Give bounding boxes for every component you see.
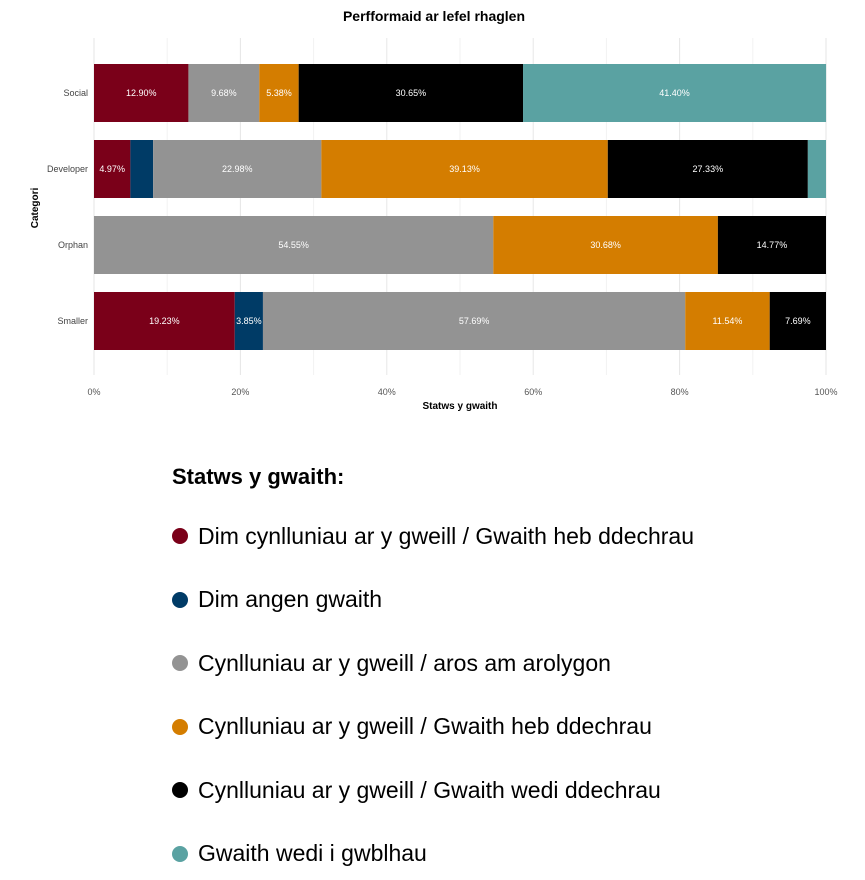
bar-segment [717, 216, 826, 274]
legend-swatch [172, 782, 188, 798]
value-axis: 0% 20% 40% 60% 80% 100% [87, 387, 837, 397]
legend-items: Dim cynlluniau ar y gweill / Gwaith heb … [172, 518, 694, 872]
bar-value-label: 4.97% [99, 164, 125, 174]
bar-value-label: 12.90% [126, 88, 157, 98]
bar-segment [94, 216, 494, 274]
legend-item: Dim angen gwaith [172, 582, 694, 618]
legend: Statws y gwaith: Dim cynlluniau ar y gwe… [172, 462, 694, 872]
bar-value-label: 39.13% [449, 164, 480, 174]
legend-item: Gwaith wedi i gwblhau [172, 836, 694, 872]
legend-label: Dim angen gwaith [198, 586, 383, 612]
bar-segment [685, 292, 770, 350]
legend-title: Statws y gwaith: [172, 464, 345, 489]
bar-segment [298, 64, 524, 122]
x-tick-label: 40% [378, 387, 396, 397]
bar-segment [153, 140, 322, 198]
bar-value-label: 5.38% [266, 88, 292, 98]
legend-swatch [172, 845, 188, 862]
category-label: Orphan [58, 240, 88, 250]
legend-item: Cynlluniau ar y gweill / Gwaith wedi dde… [172, 772, 694, 808]
bar-segment [234, 292, 263, 350]
bar-value-label: 11.54% [713, 316, 743, 326]
bar-value-label: 14.77% [757, 240, 788, 250]
bar-segment [523, 64, 827, 122]
bar-value-label: 22.98% [222, 164, 253, 174]
bar-segment [94, 292, 235, 350]
bar-segment [94, 64, 189, 122]
bar-value-label: 30.65% [396, 88, 427, 98]
bar-value-label: 57.69% [459, 316, 490, 326]
stacked-bar-chart: Perfformaid ar lefel rhaglen 12.90% 9.68%… [30, 8, 838, 412]
bar-segment [607, 140, 808, 198]
bar-value-label: 41.40% [659, 88, 690, 98]
bar-segment [493, 216, 718, 274]
bar-value-label: 7.69% [785, 316, 811, 326]
x-axis-label: Statws y gwaith [422, 401, 497, 412]
legend-label: Cynlluniau ar y gweill / Gwaith wedi dde… [198, 776, 661, 803]
category-label: Social [63, 88, 88, 98]
bar-segment [188, 64, 260, 122]
legend-swatch [172, 655, 188, 671]
bar-value-label: 30.68% [590, 240, 621, 250]
legend-item: Cynlluniau ar y gweill / aros am arolygo… [172, 645, 694, 681]
legend-swatch [172, 718, 188, 735]
bar-segment [807, 140, 826, 198]
y-axis-label: Categori [30, 187, 41, 228]
category-label: Smaller [57, 316, 88, 326]
bar-value-label: 3.85% [236, 316, 262, 326]
legend-swatch [172, 591, 188, 608]
bar-value-label: 19.23% [149, 316, 180, 326]
legend-label: Dim cynlluniau ar y gweill / Gwaith heb … [198, 522, 695, 549]
x-tick-label: 80% [671, 387, 689, 397]
bar-segment [94, 140, 131, 198]
legend-item: Dim cynlluniau ar y gweill / Gwaith heb … [172, 518, 694, 554]
chart-title: Perfformaid ar lefel rhaglen [343, 8, 525, 24]
bar-stack-area: 12.90% 9.68% 5.38% 30.65% 41.40% 4.97% 22.98% 3… [94, 64, 827, 350]
legend-item: Cynlluniau ar y gweill / Gwaith heb ddec… [172, 709, 694, 745]
legend-label: Cynlluniau ar y gweill / aros am arolygo… [198, 649, 611, 676]
bar-segment [259, 64, 299, 122]
legend-label: Cynlluniau ar y gweill / Gwaith heb ddec… [198, 713, 652, 739]
x-tick-label: 0% [87, 387, 100, 397]
x-tick-label: 60% [524, 387, 542, 397]
legend-label: Gwaith wedi i gwblhau [198, 840, 427, 866]
bar-segment [262, 292, 686, 350]
legend-swatch [172, 528, 188, 544]
x-tick-label: 20% [231, 387, 249, 397]
category-axis: Social Developer Orphan Smaller [47, 88, 88, 326]
category-label: Developer [47, 164, 88, 174]
bar-value-label: 27.33% [693, 164, 724, 174]
bar-value-label: 9.68% [211, 88, 237, 98]
bar-segment [321, 140, 608, 198]
bar-segment [130, 140, 154, 198]
bar-segment [769, 292, 826, 350]
bar-value-label: 54.55% [278, 240, 309, 250]
x-tick-label: 100% [814, 387, 837, 397]
